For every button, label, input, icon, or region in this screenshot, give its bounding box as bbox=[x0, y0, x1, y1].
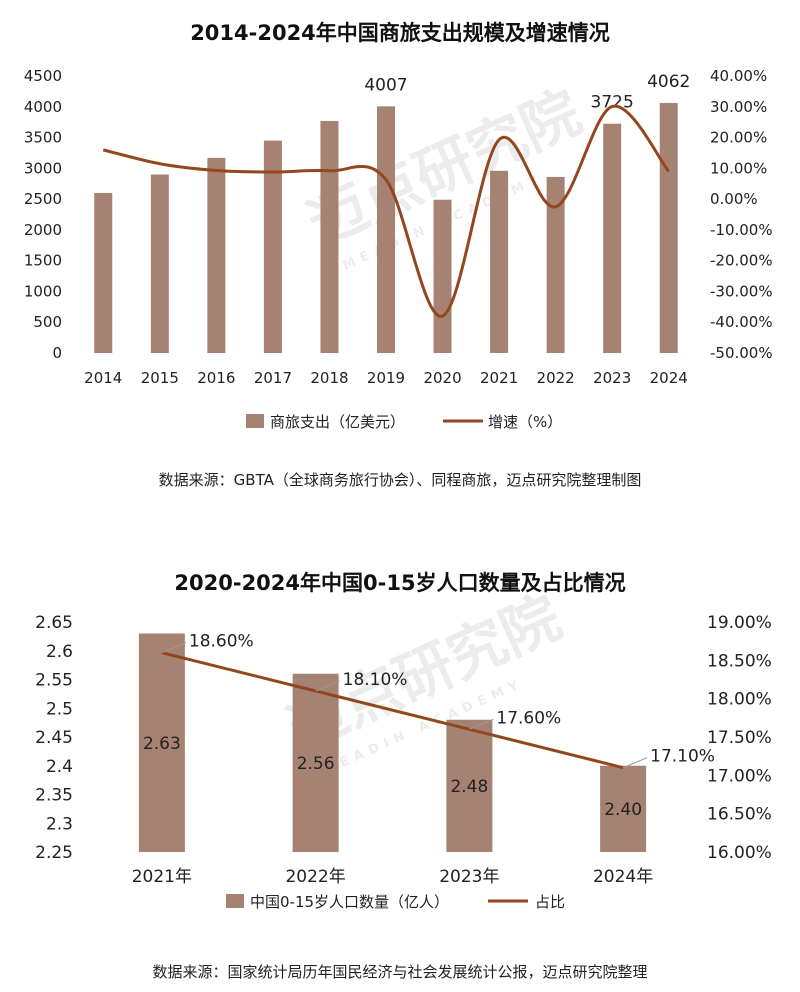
chart2-bar bbox=[292, 673, 339, 852]
chart1-right-tick-label: -50.00% bbox=[710, 344, 773, 362]
chart2-legend-bar-swatch bbox=[226, 894, 244, 908]
chart1-category-label: 2017 bbox=[254, 369, 292, 387]
chart2-left-tick-label: 2.65 bbox=[35, 613, 73, 633]
chart1-bar bbox=[263, 140, 282, 353]
chart2-left-tick-label: 2.25 bbox=[35, 843, 73, 863]
chart1-bar-value-label: 3725 bbox=[591, 93, 634, 113]
chart1-right-tick-label: 30.00% bbox=[710, 98, 767, 116]
chart1-left-tick-label: 4000 bbox=[24, 98, 62, 116]
chart1-legend-bar-swatch bbox=[246, 414, 264, 428]
chart1-category-label: 2016 bbox=[197, 369, 235, 387]
chart1-title: 2014-2024年中国商旅支出规模及增速情况 bbox=[190, 21, 610, 45]
chart1-legend-line-label: 增速（%） bbox=[488, 413, 562, 431]
chart2-title: 2020-2024年中国0-15岁人口数量及占比情况 bbox=[174, 571, 625, 595]
chart2-left-tick-label: 2.6 bbox=[46, 642, 73, 662]
chart1-left-tick-label: 0 bbox=[52, 344, 62, 362]
chart2-bar-value-label: 2.40 bbox=[604, 800, 642, 820]
chart2-left-tick-label: 2.45 bbox=[35, 728, 73, 748]
chart1-category-label: 2024 bbox=[650, 369, 688, 387]
chart1-left-tick-label: 4500 bbox=[24, 67, 62, 85]
chart1-category-label: 2020 bbox=[423, 369, 461, 387]
chart2-right-tick-label: 16.00% bbox=[707, 843, 772, 863]
chart1-bar bbox=[320, 120, 339, 354]
chart1-left-tick-label: 3000 bbox=[24, 159, 62, 177]
chart2-bar bbox=[600, 765, 647, 852]
chart1-left-tick-label: 1500 bbox=[24, 252, 62, 270]
chart2-category-label: 2024年 bbox=[593, 867, 653, 887]
chart2-bar-value-label: 2.63 bbox=[143, 734, 181, 754]
chart1-source: 数据来源：GBTA（全球商务旅行协会）、同程商旅，迈点研究院整理制图 bbox=[159, 471, 642, 489]
chart2-right-tick-label: 19.00% bbox=[707, 613, 772, 633]
chart2-bar-value-label: 2.56 bbox=[297, 754, 335, 774]
chart2-share-label: 17.60% bbox=[496, 708, 561, 728]
chart2-right-tick-label: 18.00% bbox=[707, 690, 772, 710]
chart2-share-label: 17.10% bbox=[650, 747, 715, 767]
chart1-left-tick-label: 2000 bbox=[24, 221, 62, 239]
chart2-bar-value-label: 2.48 bbox=[450, 777, 488, 797]
chart1-category-label: 2015 bbox=[141, 369, 179, 387]
chart2-left-tick-label: 2.5 bbox=[46, 699, 73, 719]
chart1-left-tick-label: 500 bbox=[33, 313, 62, 331]
chart1-legend-bar-label: 商旅支出（亿美元） bbox=[270, 413, 405, 431]
chart2-right-tick-label: 18.50% bbox=[707, 651, 772, 671]
chart1-left-tick-label: 2500 bbox=[24, 190, 62, 208]
chart2-leader-line bbox=[161, 642, 187, 654]
chart2-leader-line bbox=[469, 718, 494, 730]
chart1-category-label: 2021 bbox=[480, 369, 518, 387]
chart1-growth-line bbox=[102, 104, 670, 318]
chart2-leader-line bbox=[315, 680, 340, 692]
chart1-bar bbox=[603, 123, 622, 353]
chart2-left-tick-label: 2.4 bbox=[46, 757, 73, 777]
chart1-left-tick-label: 3500 bbox=[24, 129, 62, 147]
chart2-plot: 2.25 2.3 2.35 2.4 2.45 2.5 2.55 2.6 2.65 16.00% 16… bbox=[35, 613, 772, 911]
chart2-source: 数据来源：国家统计局历年国民经济与社会发展统计公报，迈点研究院整理 bbox=[152, 963, 647, 981]
chart2-legend-line-label: 占比 bbox=[535, 893, 565, 911]
chart1-right-tick-label: 10.00% bbox=[710, 159, 767, 177]
chart2-category-label: 2023年 bbox=[439, 867, 499, 887]
chart1-plot: 0 500 1000 1500 2000 2500 3000 3500 4000 4500 -50.… bbox=[24, 67, 773, 431]
chart2-category-label: 2022年 bbox=[285, 867, 345, 887]
chart2-category-label: 2021年 bbox=[132, 867, 192, 887]
chart1-bar bbox=[546, 176, 565, 353]
chart2-share-line bbox=[161, 651, 624, 770]
chart1-category-label: 2019 bbox=[367, 369, 405, 387]
chart1-category-label: 2018 bbox=[310, 369, 348, 387]
chart2-left-tick-label: 2.55 bbox=[35, 671, 73, 691]
chart1-bar bbox=[377, 106, 395, 353]
chart2-bar bbox=[446, 719, 493, 852]
chart1-bar-value-label: 4062 bbox=[647, 72, 690, 92]
chart2-share-label: 18.60% bbox=[189, 632, 254, 652]
chart1-bar bbox=[150, 174, 169, 353]
chart2-leader-line bbox=[622, 757, 648, 769]
chart1-bar bbox=[94, 192, 113, 353]
chart1-category-label: 2014 bbox=[84, 369, 122, 387]
chart2-left-tick-label: 2.3 bbox=[46, 814, 73, 834]
chart1-left-tick-label: 1000 bbox=[24, 282, 62, 300]
chart2-bar bbox=[138, 633, 185, 852]
chart1-right-tick-label: -20.00% bbox=[710, 252, 773, 270]
chart1-right-tick-label: -30.00% bbox=[710, 282, 773, 300]
chart2-right-tick-label: 17.00% bbox=[707, 766, 772, 786]
chart1-bar bbox=[433, 199, 452, 353]
chart1-bar-value-label: 4007 bbox=[364, 75, 407, 95]
chart2-left-tick-label: 2.35 bbox=[35, 786, 73, 806]
chart1-bar bbox=[490, 170, 509, 353]
chart1-right-tick-label: -10.00% bbox=[710, 221, 773, 239]
chart1-bar bbox=[207, 157, 226, 353]
chart2-share-label: 18.10% bbox=[343, 670, 408, 690]
chart1-right-tick-label: 0.00% bbox=[710, 190, 758, 208]
chart1-category-label: 2022 bbox=[537, 369, 575, 387]
chart1-right-tick-label: -40.00% bbox=[710, 313, 773, 331]
chart2-right-tick-label: 16.50% bbox=[707, 805, 772, 825]
chart1-right-tick-label: 40.00% bbox=[710, 67, 767, 85]
chart1-category-label: 2023 bbox=[593, 369, 631, 387]
chart2-right-tick-label: 17.50% bbox=[707, 728, 772, 748]
chart1-bar bbox=[659, 102, 678, 353]
chart1-right-tick-label: 20.00% bbox=[710, 129, 767, 147]
chart2-legend-bar-label: 中国0-15岁人口数量（亿人） bbox=[250, 893, 449, 911]
